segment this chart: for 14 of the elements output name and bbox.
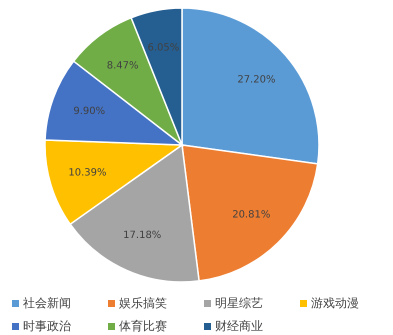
data-label: 20.81% bbox=[232, 210, 270, 221]
legend-label: 社会新闻 bbox=[23, 295, 71, 312]
legend-label: 时事政治 bbox=[23, 318, 71, 335]
legend-label: 明星综艺 bbox=[215, 295, 263, 312]
legend-label: 财经商业 bbox=[215, 318, 263, 335]
data-label: 17.18% bbox=[123, 230, 162, 241]
legend-label: 娱乐搞笑 bbox=[119, 295, 167, 312]
legend-label: 游戏动漫 bbox=[311, 295, 359, 312]
legend-label: 体育比赛 bbox=[119, 318, 167, 335]
data-label: 10.39% bbox=[68, 168, 107, 179]
data-label: 8.47% bbox=[106, 60, 138, 72]
data-label: 6.05% bbox=[147, 42, 180, 54]
data-label: 27.20% bbox=[237, 74, 276, 86]
data-label: 9.90% bbox=[73, 106, 106, 117]
